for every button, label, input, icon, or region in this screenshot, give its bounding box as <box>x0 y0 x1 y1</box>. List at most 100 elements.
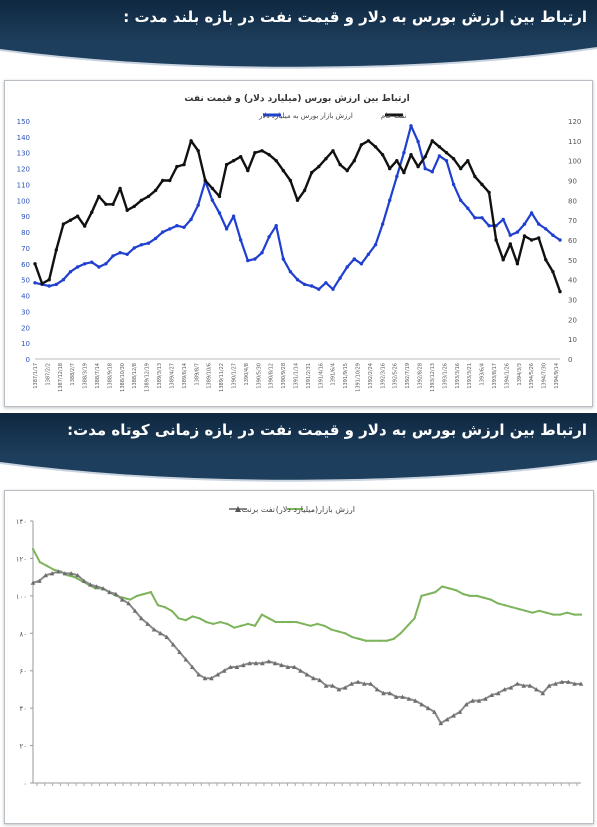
data-point-market-value <box>388 198 392 202</box>
data-point-market-value <box>352 257 356 261</box>
data-point-brent <box>139 616 144 621</box>
data-point-market-value <box>153 236 158 241</box>
data-point-brent <box>132 608 138 613</box>
data-point-crude-oil <box>451 157 456 161</box>
data-point-market-value <box>501 217 505 222</box>
data-point-market-value <box>473 216 477 220</box>
legend-label-market-value: ارزش بازار بورس به میلیارد دلار <box>258 112 353 120</box>
y-right-tick-label: 120 <box>568 118 581 126</box>
y-right-tick-label: 10 <box>568 336 577 344</box>
short-term-banner: ارتباط بین ارزش بورس به دلار و قیمت نفت … <box>0 413 597 455</box>
x-tick-label: 1394/7/30 <box>542 363 548 389</box>
data-point-market-value <box>475 594 478 597</box>
data-point-crude-oil <box>224 162 229 167</box>
data-point-market-value <box>73 576 76 579</box>
data-point-crude-oil <box>459 166 463 171</box>
x-tick-label: 1394/9/14 <box>554 363 560 389</box>
x-tick-label: 1388/3/19 <box>83 363 89 389</box>
data-point-crude-oil <box>494 238 498 242</box>
data-point-market-value <box>61 278 66 282</box>
data-point-market-value <box>52 568 55 571</box>
data-point-crude-oil <box>90 210 94 214</box>
data-point-market-value <box>288 270 293 274</box>
data-point-crude-oil <box>515 262 520 266</box>
data-point-market-value <box>196 203 200 207</box>
y-left-tick-label: 90 <box>21 213 30 221</box>
data-point-brent <box>470 698 475 703</box>
x-tick-label: 1388/9/18 <box>107 363 113 389</box>
x-tick-label: 1393/8/17 <box>492 363 498 389</box>
data-point-brent <box>476 698 482 703</box>
data-point-market-value <box>267 617 270 620</box>
data-point-brent <box>559 679 565 684</box>
data-point-market-value <box>317 287 321 291</box>
data-point-market-value <box>177 617 180 620</box>
data-point-market-value <box>210 198 215 202</box>
data-point-market-value <box>316 622 319 625</box>
x-tick-label: 1391/10/29 <box>356 363 362 392</box>
data-point-market-value <box>496 602 499 605</box>
data-point-brent <box>572 681 577 686</box>
data-point-market-value <box>104 262 108 266</box>
banner-wave-decoration-2 <box>0 453 597 482</box>
data-point-market-value <box>406 624 409 627</box>
data-point-brent <box>177 649 182 654</box>
data-point-crude-oil <box>558 289 562 294</box>
x-tick-label: 1389/8/7 <box>194 363 200 385</box>
data-point-market-value <box>156 604 159 607</box>
data-point-crude-oil <box>253 151 257 155</box>
data-point-crude-oil <box>111 202 115 206</box>
data-point-market-value <box>399 632 402 635</box>
y-left-tick-label: 150 <box>17 118 30 126</box>
data-point-crude-oil <box>274 159 278 163</box>
data-point-brent <box>381 690 386 696</box>
data-point-crude-oil <box>501 258 505 262</box>
data-point-market-value <box>125 252 129 256</box>
data-point-brent <box>400 694 405 699</box>
data-point-market-value <box>45 564 49 567</box>
data-point-market-value <box>451 182 456 187</box>
x-tick-label: 1394/1/26 <box>504 363 510 389</box>
data-point-brent <box>578 681 584 686</box>
data-point-market-value <box>524 609 527 612</box>
data-point-brent <box>362 681 367 686</box>
y-right-tick-label: 70 <box>568 217 577 225</box>
data-point-brent <box>68 571 74 576</box>
data-point-market-value <box>302 622 305 625</box>
data-point-market-value <box>38 561 42 564</box>
y-left-tick-label: 50 <box>21 277 30 285</box>
short-term-chart: ارزش بازار(میلیارد دلار)نفت برنت ۰ ۲۰ ۴۰ ۶۰ ۸… <box>16 505 584 788</box>
data-point-crude-oil <box>302 188 307 193</box>
x-tick-label: 1393/6/4 <box>480 363 486 385</box>
data-point-market-value <box>378 639 381 642</box>
data-point-market-value <box>380 222 385 226</box>
data-point-market-value <box>510 606 513 609</box>
data-point-brent <box>81 578 87 583</box>
data-point-market-value <box>288 621 291 624</box>
data-point-market-value <box>515 230 520 234</box>
data-point-brent <box>94 584 99 589</box>
data-point-market-value <box>219 621 222 624</box>
data-point-brent <box>228 664 233 669</box>
data-point-brent <box>221 668 227 673</box>
x-tick-label: 1392/2/24 <box>368 363 374 389</box>
x-tick-label: 1393/12/13 <box>430 363 436 392</box>
data-point-market-value <box>189 217 193 222</box>
data-point-market-value <box>537 222 541 226</box>
data-point-market-value <box>416 139 420 144</box>
data-point-crude-oil <box>359 143 364 147</box>
data-point-brent <box>266 659 272 664</box>
short-term-banner-title: ارتباط بین ارزش بورس به دلار و قیمت نفت … <box>67 421 587 439</box>
x-tick-label: 1391/2/31 <box>306 363 312 389</box>
y-left-tick-label: 140 <box>17 134 30 142</box>
x-tick-label: 1389/4/27 <box>169 363 175 389</box>
data-point-market-value <box>522 222 527 226</box>
data-point-market-value <box>373 243 378 247</box>
data-point-market-value <box>559 613 562 616</box>
data-point-crude-oil <box>529 238 534 242</box>
data-point-market-value <box>531 611 534 614</box>
x-tick-label: 1388/2/7 <box>70 363 76 385</box>
x-tick-label: 1389/12/19 <box>145 363 151 392</box>
data-point-market-value <box>323 624 326 627</box>
data-point-crude-oil <box>54 248 58 252</box>
